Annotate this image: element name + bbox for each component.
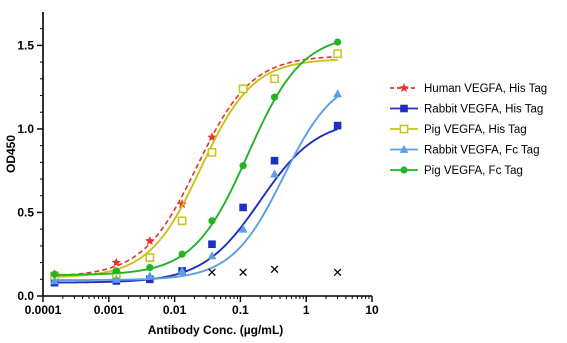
data-point bbox=[111, 257, 122, 267]
data-point: ✕ bbox=[332, 266, 343, 281]
data-point bbox=[145, 235, 155, 245]
x-tick-label: 0.001 bbox=[94, 303, 124, 317]
data-point: ✕ bbox=[207, 266, 218, 281]
x-tick-label: 0.01 bbox=[163, 303, 187, 317]
data-point bbox=[145, 271, 155, 280]
data-point bbox=[177, 199, 187, 209]
series-rabbit-vegfa-his-tag bbox=[50, 121, 342, 287]
axes: 0.0 0.5 1.0 1.5 0.0001 0.001 0.01 0.1 1 10 bbox=[17, 12, 379, 317]
series-unnamed: ✕ ✕ ✕ ✕ bbox=[207, 263, 344, 281]
data-point bbox=[238, 84, 248, 94]
data-point bbox=[333, 49, 342, 59]
legend-label: Pig VEGFA, His Tag bbox=[424, 124, 527, 136]
legend-item: Human VEGFA, His Tag bbox=[390, 83, 547, 95]
data-point bbox=[50, 276, 59, 285]
data-point bbox=[333, 38, 342, 46]
data-point bbox=[399, 83, 409, 93]
x-axis-label: Antibody Conc. (µg/mL) bbox=[148, 323, 284, 337]
series-line bbox=[54, 58, 338, 278]
data-point bbox=[207, 147, 217, 157]
data-point: ✕ bbox=[238, 266, 249, 281]
data-point bbox=[208, 240, 216, 249]
data-point bbox=[177, 266, 187, 275]
data-point bbox=[112, 267, 120, 275]
series-pig-vegfa-fc-tag bbox=[50, 38, 342, 278]
legend-item: Rabbit VEGFA, Fc Tag bbox=[390, 145, 539, 157]
data-point bbox=[239, 203, 247, 212]
legend-item: Pig VEGFA, Fc Tag bbox=[390, 165, 523, 177]
x-tick-label: 0.1 bbox=[232, 303, 249, 317]
y-axis-label: OD450 bbox=[4, 135, 18, 173]
legend: Human VEGFA, His Tag Rabbit VEGFA, His Ta… bbox=[390, 83, 547, 177]
series-line bbox=[54, 95, 339, 282]
data-point bbox=[400, 104, 408, 113]
data-point bbox=[146, 264, 154, 272]
data-point bbox=[399, 144, 409, 153]
legend-label: Rabbit VEGFA, His Tag bbox=[424, 104, 543, 116]
data-point bbox=[238, 224, 248, 233]
legend-item: Rabbit VEGFA, His Tag bbox=[390, 104, 543, 116]
plot-area: ✕ ✕ ✕ ✕ bbox=[49, 38, 344, 287]
data-point bbox=[270, 156, 279, 165]
data-point bbox=[50, 270, 59, 278]
data-point bbox=[207, 251, 217, 260]
data-point bbox=[270, 93, 279, 101]
legend-item: Pig VEGFA, His Tag bbox=[390, 124, 527, 136]
legend-label: Pig VEGFA, Fc Tag bbox=[424, 165, 523, 177]
legend-label: Human VEGFA, His Tag bbox=[424, 83, 547, 95]
data-point bbox=[208, 217, 216, 225]
data-point bbox=[270, 74, 279, 84]
series-line bbox=[54, 55, 338, 277]
data-point bbox=[333, 121, 342, 130]
data-point: ✕ bbox=[269, 263, 280, 278]
y-tick-label: 1.0 bbox=[17, 122, 34, 136]
x-tick-label: 0.0001 bbox=[25, 303, 62, 317]
data-point bbox=[178, 250, 186, 258]
data-point bbox=[399, 124, 409, 134]
x-tick-label: 1 bbox=[303, 303, 310, 317]
series-line bbox=[54, 41, 338, 276]
series-pig-vegfa-his-tag bbox=[50, 49, 342, 281]
x-tick-label: 10 bbox=[365, 303, 379, 317]
legend-label: Rabbit VEGFA, Fc Tag bbox=[424, 145, 539, 157]
series-rabbit-vegfa-fc-tag bbox=[50, 89, 342, 285]
data-point bbox=[111, 274, 121, 283]
y-tick-label: 1.5 bbox=[17, 38, 34, 52]
data-point bbox=[207, 132, 217, 142]
data-point bbox=[333, 89, 342, 98]
data-point bbox=[400, 166, 408, 174]
y-tick-label: 0.5 bbox=[17, 205, 34, 219]
data-point bbox=[270, 169, 279, 178]
y-tick-label: 0.0 bbox=[17, 289, 34, 303]
data-point bbox=[145, 253, 155, 262]
data-point bbox=[239, 162, 247, 170]
data-point bbox=[177, 216, 187, 226]
